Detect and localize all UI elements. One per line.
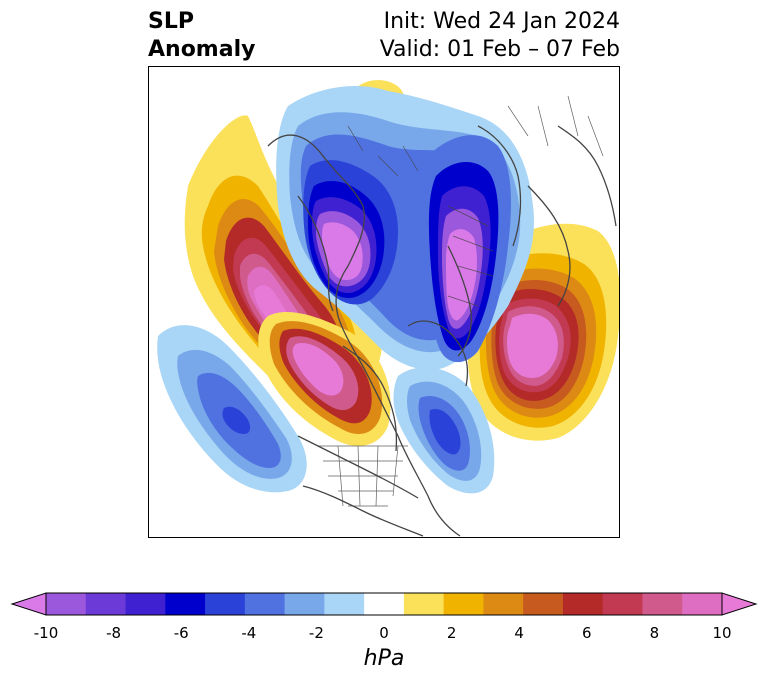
colorbar-segment bbox=[244, 593, 286, 615]
title-right: Init: Wed 24 Jan 2024 Valid: 01 Feb – 07… bbox=[380, 8, 620, 64]
colorbar-segment bbox=[523, 593, 564, 615]
colorbar bbox=[10, 592, 758, 616]
colorbar-segment bbox=[483, 593, 524, 615]
anomaly-eastern-na-low bbox=[393, 367, 495, 494]
coastlines bbox=[267, 125, 617, 537]
init-date: Init: Wed 24 Jan 2024 bbox=[383, 9, 620, 34]
colorbar-segment bbox=[46, 593, 87, 615]
colorbar-tick-label: -6 bbox=[173, 624, 189, 642]
colorbar-ticks: -10 -8 -6 -4 -2 0 2 4 6 8 10 bbox=[0, 624, 768, 644]
colorbar-segment bbox=[205, 593, 246, 615]
colorbar-segment bbox=[85, 593, 127, 615]
colorbar-segment bbox=[682, 593, 723, 615]
anomaly-subtropical-low bbox=[157, 325, 307, 493]
colorbar-segment bbox=[125, 593, 166, 615]
colorbar-segment bbox=[403, 593, 445, 615]
colorbar-unit-label: hPa bbox=[363, 646, 405, 671]
colorbar-segment bbox=[364, 593, 405, 615]
colorbar-segment bbox=[324, 593, 365, 615]
political-borders bbox=[318, 95, 604, 507]
title-subtitle: Anomaly bbox=[148, 37, 256, 62]
colorbar-tick-label: 6 bbox=[582, 624, 592, 642]
colorbar-segment bbox=[443, 593, 484, 615]
colorbar-tick-label: -8 bbox=[106, 624, 122, 642]
colorbar-tick-label: -2 bbox=[308, 624, 324, 642]
colorbar-tick-label: -4 bbox=[241, 624, 257, 642]
colorbar-extend-min bbox=[10, 592, 47, 616]
colorbar-tick-label: 4 bbox=[514, 624, 524, 642]
colorbar-segment bbox=[602, 593, 643, 615]
valid-range: Valid: 01 Feb – 07 Feb bbox=[379, 37, 620, 62]
map-panel bbox=[148, 66, 620, 538]
anomaly-scandinavia-low bbox=[420, 135, 511, 363]
colorbar-tick-label: 0 bbox=[379, 624, 389, 642]
colorbar-tick-label: 2 bbox=[446, 624, 457, 642]
title-left: SLP Anomaly bbox=[148, 8, 255, 64]
colorbar-tick-label: -10 bbox=[33, 624, 59, 642]
colorbar-segment bbox=[165, 593, 206, 615]
colorbar-tick-label: 8 bbox=[649, 624, 660, 642]
colorbar-tick-label: 10 bbox=[712, 624, 732, 642]
colorbar-segment bbox=[284, 593, 325, 615]
title-variable: SLP bbox=[148, 9, 194, 34]
colorbar-segment bbox=[642, 593, 683, 615]
colorbar-segment bbox=[562, 593, 604, 615]
colorbar-extend-max bbox=[721, 592, 758, 616]
colorbar-segments bbox=[10, 592, 758, 616]
